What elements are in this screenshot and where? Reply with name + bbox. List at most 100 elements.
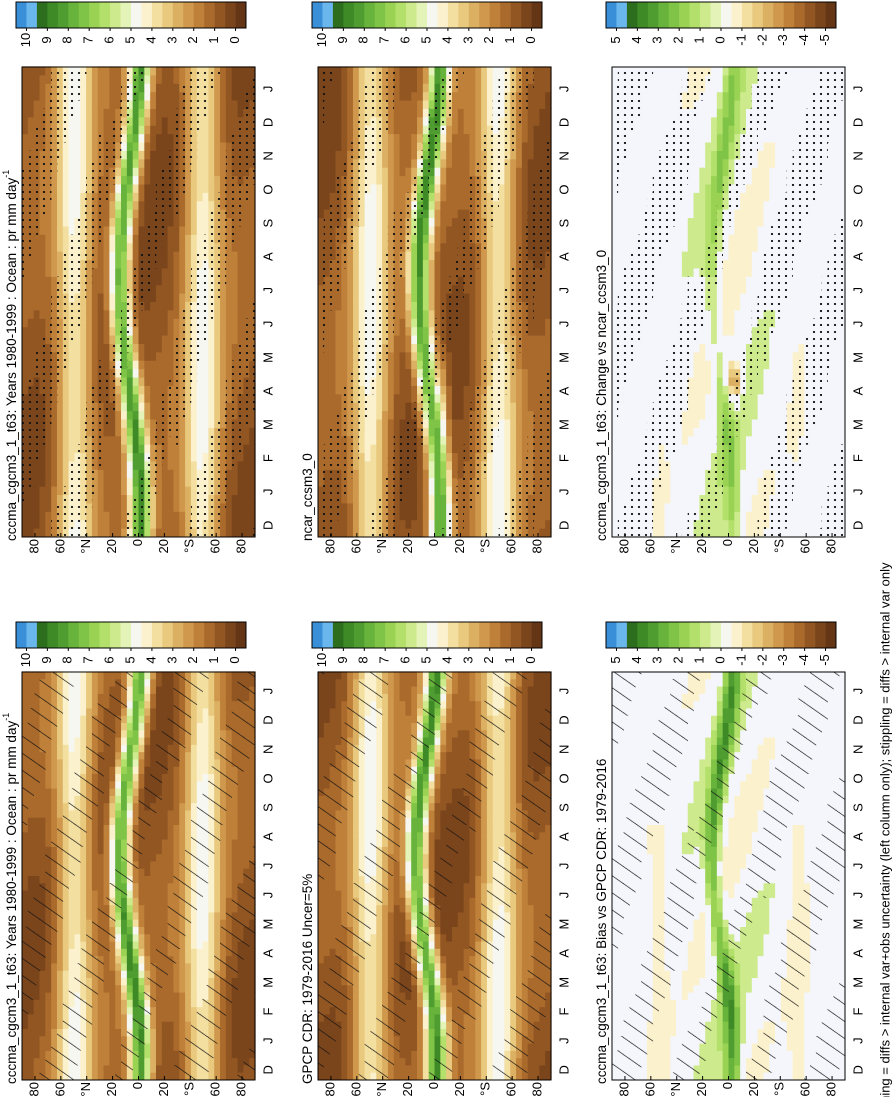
field-cell [179,217,185,226]
hatching [220,788,226,796]
hatching [185,912,191,920]
hatching [208,781,214,789]
field-cell [139,1065,145,1073]
field-cell [238,868,244,876]
field-cell [51,184,57,193]
field-cell [104,956,110,964]
field-cell [220,1036,226,1044]
hatching [127,847,133,855]
field-cell [232,352,238,361]
field-cell [104,832,110,840]
field-cell [191,419,197,428]
field-cell [144,427,150,436]
field-cell [220,327,226,336]
hatching [238,898,244,906]
panel: cccma_cgcm3_1_t63: Years 1980-1999 : Oce… [1,2,275,554]
field-cell [197,243,203,252]
hatching [214,1007,220,1015]
hatching [115,868,121,876]
field-cell [22,285,28,294]
field-cell [203,427,209,436]
field-cell [162,701,168,709]
hatching [133,861,139,869]
field-cell [197,897,203,905]
field-cell [139,1050,145,1058]
hatching [109,694,115,702]
field-cell [214,377,220,386]
field-cell [191,209,197,218]
hatching [80,788,86,796]
hatching [191,1058,197,1066]
field-cell [133,781,139,789]
field-cell [22,335,28,344]
field-cell [144,1028,150,1036]
hatching [243,898,249,906]
field-cell [80,730,86,738]
field-cell [232,494,238,503]
field-cell [208,1065,214,1073]
field-cell [86,693,92,701]
field-cell [133,360,139,369]
field-cell [220,693,226,701]
field-cell [185,503,191,512]
field-cell [57,795,63,803]
hatching [243,752,249,760]
field-cell [115,394,121,403]
field-cell [214,1058,220,1066]
field-cell [69,343,75,352]
field-cell [133,234,139,243]
field-cell [127,259,133,268]
hatching [133,825,139,833]
hatching [80,825,86,833]
field-cell [69,752,75,760]
field-cell [133,701,139,709]
field-cell [150,890,156,898]
field-cell [34,268,40,277]
hatching [208,1021,214,1029]
hatching [34,963,40,971]
field-cell [191,394,197,403]
field-cell [191,977,197,985]
field-cell [203,352,209,361]
field-cell [45,817,51,825]
hatching [249,1058,255,1066]
hatching [28,715,34,723]
field-cell [243,217,249,226]
field-cell [34,883,40,891]
field-cell [168,1058,174,1066]
field-cell [214,868,220,876]
hatching [63,1021,69,1029]
hatching [34,781,40,789]
field-cell [162,861,168,869]
field-cell [133,469,139,478]
field-cell [173,788,179,796]
field-cell [121,977,127,985]
hatching [74,1058,80,1066]
field-cell [162,1072,168,1080]
field-cell [144,419,150,428]
field-cell [162,1058,168,1066]
field-cell [168,217,174,226]
field-cell [243,494,249,503]
field-cell [104,226,110,235]
field-cell [220,701,226,709]
hatching [34,890,40,898]
field-cell [34,1014,40,1022]
field-cell [109,1021,115,1029]
hatching [249,672,255,680]
field-cell [69,444,75,453]
field-cell [34,1050,40,1058]
field-cell [104,343,110,352]
field-cell [214,360,220,369]
hatching [139,796,145,804]
field-cell [22,310,28,319]
field-cell [220,310,226,319]
hatching [34,905,40,913]
field-cell [156,671,162,679]
field-cell [57,184,63,193]
field-cell [208,926,214,934]
field-cell [34,803,40,811]
field-cell [74,343,80,352]
field-cell [39,868,45,876]
field-cell [232,1028,238,1036]
